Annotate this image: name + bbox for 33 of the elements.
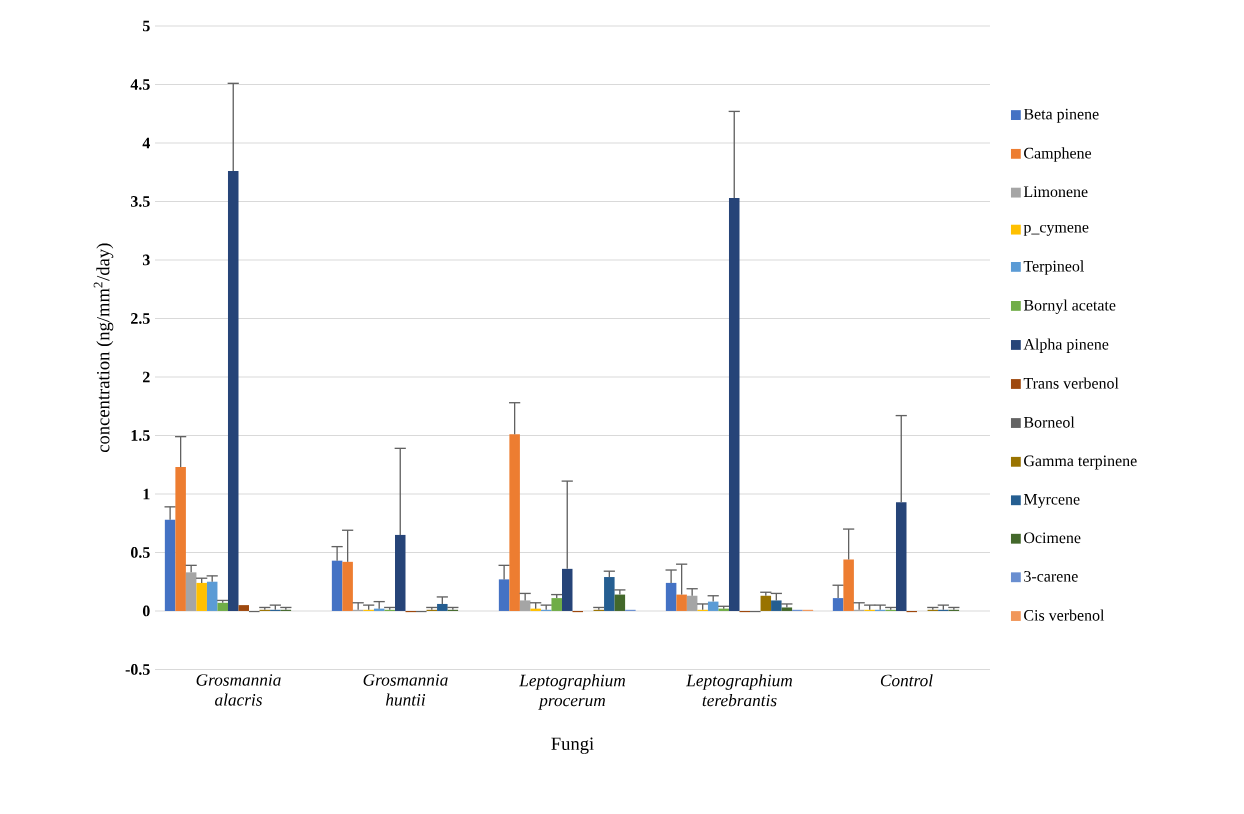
legend-label: p_cymene (1023, 224, 1089, 236)
y-tick-label: 3.5 (130, 196, 150, 207)
legend-label: Gamma terpinene (1024, 455, 1137, 470)
x-tick-label: Grosmannia huntii (363, 674, 448, 706)
legend-label: Myrcene (1023, 494, 1080, 508)
y-tick-label: 4 (142, 137, 150, 149)
y-tick-label: 0 (142, 605, 150, 617)
x-axis-title: Fungi (551, 737, 594, 754)
x-tick-label: Leptographium terebrantis (686, 674, 793, 707)
y-tick-label: 4.5 (130, 79, 150, 90)
legend-label: Terpineol (1023, 260, 1084, 275)
y-tick-label: 2 (143, 371, 150, 383)
legend-label: Camphene (1024, 147, 1092, 162)
y-tick-label: 0.5 (130, 547, 150, 558)
legend-label: Cis verbenol (1024, 609, 1105, 621)
legend-label: Beta pinene (1023, 108, 1099, 123)
x-tick-label: Control (880, 674, 933, 687)
legend-label: Bornyl acetate (1023, 299, 1116, 314)
y-tick-label: 2.5 (131, 313, 150, 324)
legend-label: Trans verbenol (1023, 377, 1119, 389)
x-tick-label: Grosmannia alacris (196, 674, 281, 706)
y-tick-label: 1 (143, 488, 150, 500)
legend-label: Ocimene (1024, 532, 1081, 544)
y-tick-label: 5 (142, 20, 150, 32)
legend-label: 3-carene (1024, 570, 1078, 582)
y-tick-label: 3 (142, 254, 150, 266)
legend-label: Alpha pinene (1023, 338, 1109, 353)
legend-label: Limonene (1023, 186, 1088, 198)
y-tick-label: 1.5 (131, 430, 150, 441)
legend-label: Borneol (1023, 416, 1075, 428)
y-axis-title: concentration (ng/mm$^{2}$/day) (93, 243, 114, 453)
x-tick-label: Leptographium procerum (519, 674, 626, 710)
y-tick-label: -0.5 (125, 664, 150, 675)
